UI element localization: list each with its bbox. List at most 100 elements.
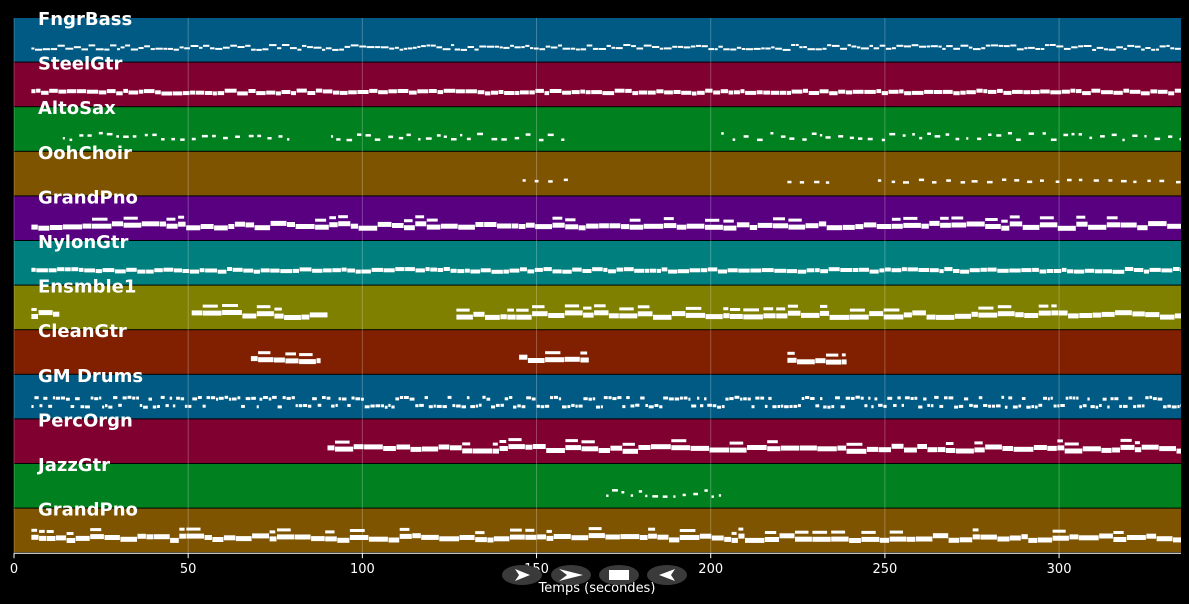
- note: [1173, 537, 1181, 543]
- forward-button[interactable]: [551, 565, 591, 585]
- note: [829, 314, 850, 320]
- note: [1123, 47, 1127, 50]
- note: [491, 269, 503, 274]
- back-button[interactable]: [647, 565, 687, 585]
- note: [146, 269, 154, 274]
- note: [592, 397, 596, 401]
- note: [525, 528, 535, 532]
- note: [700, 404, 704, 408]
- note: [851, 45, 857, 48]
- note: [799, 181, 805, 184]
- play-button[interactable]: [502, 565, 542, 585]
- note: [729, 441, 744, 445]
- note: [257, 134, 262, 138]
- note: [332, 48, 339, 51]
- note: [974, 447, 985, 453]
- note: [738, 533, 745, 539]
- note: [973, 404, 978, 408]
- note: [201, 134, 208, 138]
- note: [412, 46, 417, 49]
- note: [728, 90, 734, 95]
- note: [868, 396, 871, 400]
- note: [966, 221, 985, 227]
- note: [1093, 179, 1099, 182]
- note: [763, 90, 771, 95]
- note: [508, 444, 525, 450]
- note: [417, 89, 429, 94]
- note: [1124, 267, 1134, 271]
- note: [692, 91, 697, 96]
- note: [978, 312, 998, 318]
- note: [250, 356, 258, 362]
- note: [383, 268, 395, 273]
- note: [878, 403, 883, 407]
- note: [812, 530, 828, 534]
- note: [811, 132, 817, 135]
- note: [767, 440, 778, 444]
- note: [840, 47, 847, 50]
- note: [375, 46, 381, 49]
- note: [57, 44, 65, 47]
- note: [787, 357, 797, 363]
- note: [707, 403, 712, 407]
- note: [1120, 438, 1132, 442]
- note: [357, 90, 369, 94]
- note: [934, 395, 939, 399]
- note: [998, 44, 1004, 47]
- note: [1171, 405, 1177, 409]
- note: [407, 47, 413, 50]
- note: [361, 269, 371, 274]
- note: [545, 357, 565, 363]
- note: [858, 267, 869, 272]
- note: [39, 529, 45, 533]
- x-axis: 050100150200250300: [10, 552, 1181, 577]
- track-label: PercOrgn: [38, 410, 133, 431]
- note: [954, 313, 971, 319]
- note: [1069, 396, 1072, 400]
- note: [186, 533, 204, 539]
- note: [498, 90, 504, 94]
- note: [143, 405, 148, 409]
- note: [458, 224, 475, 230]
- note: [443, 88, 456, 93]
- note: [787, 310, 801, 316]
- note: [690, 445, 709, 451]
- note: [807, 48, 815, 51]
- note: [972, 528, 979, 532]
- note: [588, 527, 602, 531]
- note: [245, 222, 255, 228]
- note: [721, 405, 725, 409]
- note: [743, 308, 759, 312]
- stop-icon: [609, 570, 629, 580]
- note: [294, 534, 311, 540]
- note: [1149, 395, 1153, 399]
- note: [561, 138, 565, 141]
- note: [1040, 179, 1044, 182]
- playback-controls: [502, 565, 687, 585]
- note: [663, 217, 674, 221]
- note: [1149, 267, 1161, 272]
- note: [914, 396, 918, 400]
- note: [955, 137, 960, 141]
- note: [960, 269, 970, 274]
- note: [911, 44, 919, 47]
- note: [477, 132, 483, 136]
- note: [307, 46, 313, 49]
- note: [403, 47, 408, 50]
- note: [1039, 222, 1058, 228]
- note: [1002, 446, 1013, 451]
- note: [964, 397, 969, 401]
- note: [948, 396, 954, 400]
- note: [80, 405, 85, 409]
- note: [1053, 269, 1062, 273]
- note: [532, 444, 546, 449]
- stop-button[interactable]: [599, 565, 639, 585]
- note: [493, 536, 510, 542]
- track-lane: [14, 196, 1181, 240]
- note: [110, 44, 117, 47]
- note: [985, 444, 1002, 450]
- note: [258, 357, 274, 363]
- note: [714, 48, 718, 51]
- note: [475, 531, 485, 535]
- note: [274, 307, 282, 311]
